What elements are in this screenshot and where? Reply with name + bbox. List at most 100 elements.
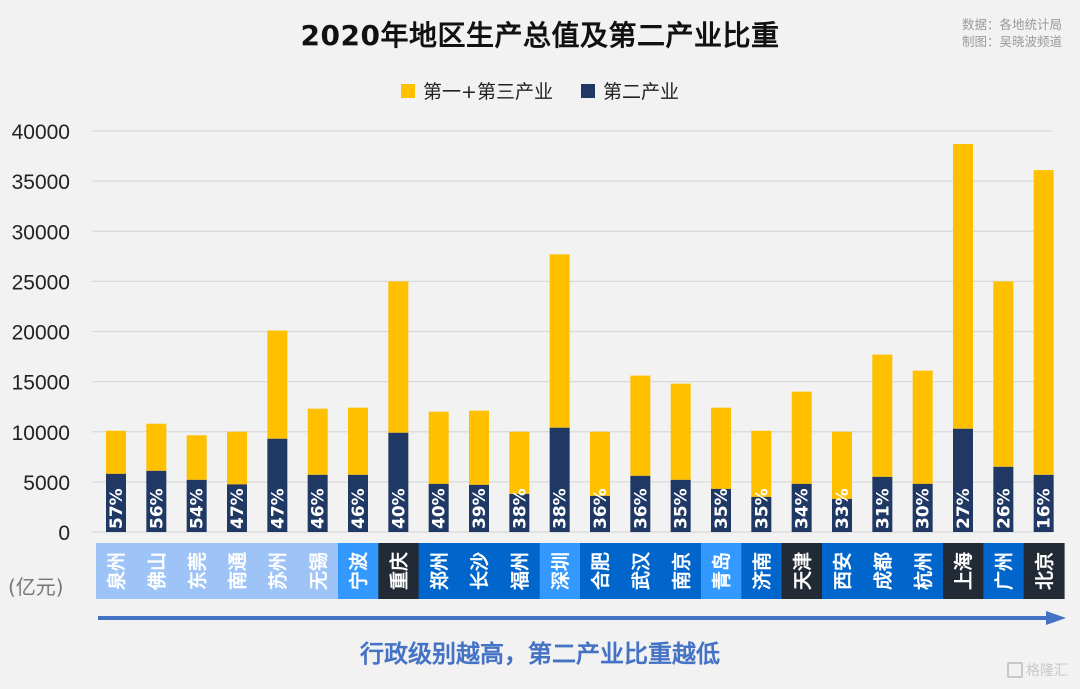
data-label-percent: 34% xyxy=(793,488,813,529)
x-category-label: 合肥 xyxy=(589,552,612,590)
bar-secondary xyxy=(106,473,126,532)
category-tier-box xyxy=(136,543,178,599)
data-label-percent: 40% xyxy=(389,488,409,529)
bar-primary-tertiary xyxy=(953,144,973,429)
bar-primary-tertiary xyxy=(791,391,812,484)
category-tier-box xyxy=(459,543,500,599)
x-category-label: 杭州 xyxy=(912,552,935,590)
data-label-percent: 39% xyxy=(470,488,490,529)
chart-title: 2020年地区生产总值及第二产业比重 xyxy=(300,19,780,52)
data-label-percent: 47% xyxy=(268,488,288,529)
x-category-label: 佛山 xyxy=(146,552,169,591)
bar-primary-tertiary xyxy=(912,370,933,484)
y-tick-label: 25000 xyxy=(12,271,70,294)
bar-secondary xyxy=(146,470,167,532)
legend-item-primary-tertiary: 第一+第三产业 xyxy=(401,77,553,104)
bar-secondary xyxy=(267,438,288,532)
data-label-percent: 16% xyxy=(1035,488,1055,529)
bar-primary-tertiary xyxy=(307,408,328,475)
watermark-logo-icon xyxy=(1007,662,1023,678)
bar-secondary xyxy=(630,475,651,532)
data-label-percent: 35% xyxy=(752,488,772,529)
x-category-label: 南京 xyxy=(670,552,693,590)
bar-secondary xyxy=(670,479,691,532)
bar-primary-tertiary xyxy=(590,431,610,496)
x-category-label: 苏州 xyxy=(267,552,290,590)
bar-primary-tertiary xyxy=(106,430,126,474)
legend-swatch-navy xyxy=(580,83,595,98)
category-tier-box xyxy=(862,543,904,599)
y-axis-unit: (亿元) xyxy=(8,575,64,599)
bar-primary-tertiary xyxy=(267,330,288,439)
bar-primary-tertiary xyxy=(509,431,530,494)
bar-primary-tertiary xyxy=(711,407,731,489)
category-tier-box xyxy=(499,543,541,599)
bar-primary-tertiary xyxy=(428,411,449,484)
bar-primary-tertiary xyxy=(993,281,1014,467)
category-tier-box xyxy=(660,543,702,599)
bar-secondary xyxy=(509,493,530,532)
x-category-label: 无锡 xyxy=(307,552,330,590)
category-tier-box xyxy=(257,543,299,599)
bar-secondary xyxy=(953,428,973,532)
bar-secondary xyxy=(227,484,247,532)
direction-arrow-head-icon xyxy=(1046,611,1066,625)
category-tier-box xyxy=(580,543,621,599)
conclusion-text: 行政级别越高，第二产业比重越低 xyxy=(360,640,720,668)
bar-secondary xyxy=(912,483,933,532)
x-category-label: 南通 xyxy=(227,551,249,590)
data-label-percent: 47% xyxy=(228,488,248,529)
data-label-percent: 36% xyxy=(631,488,651,529)
data-label-percent: 31% xyxy=(873,488,893,529)
source-data-line: 数据：各地统计局 xyxy=(961,17,1062,32)
bar-primary-tertiary xyxy=(388,281,409,433)
category-tier-box xyxy=(217,543,258,599)
category-tier-box xyxy=(418,543,460,599)
watermark: 格隆汇 xyxy=(1007,660,1068,680)
y-tick-label: 15000 xyxy=(12,372,70,395)
bar-secondary xyxy=(993,466,1014,532)
y-tick-label: 10000 xyxy=(12,422,70,445)
data-label-percent: 46% xyxy=(349,488,369,529)
category-tier-box xyxy=(741,543,783,599)
category-tier-box xyxy=(983,543,1025,599)
x-category-label: 东莞 xyxy=(186,552,209,590)
bar-secondary xyxy=(832,498,852,532)
data-label-percent: 35% xyxy=(712,488,732,529)
data-label-percent: 38% xyxy=(510,488,530,529)
x-category-label: 泉州 xyxy=(105,552,128,591)
x-category-label: 宁波 xyxy=(347,551,370,590)
category-tier-box xyxy=(822,543,863,599)
y-tick-label: 20000 xyxy=(12,322,70,345)
category-tier-box xyxy=(781,543,823,599)
legend-item-secondary: 第二产业 xyxy=(580,77,679,104)
bar-secondary xyxy=(791,483,812,532)
data-label-percent: 35% xyxy=(672,488,692,529)
bar-primary-tertiary xyxy=(1033,170,1054,475)
data-label-percent: 27% xyxy=(954,488,974,529)
bar-secondary xyxy=(751,496,772,532)
category-tier-box xyxy=(943,543,984,599)
watermark-text: 格隆汇 xyxy=(1026,663,1068,679)
category-tier-box xyxy=(701,543,742,599)
bar-primary-tertiary xyxy=(227,431,247,485)
y-tick-label: 35000 xyxy=(12,171,70,194)
x-category-label: 郑州 xyxy=(429,552,451,590)
category-tier-box xyxy=(620,543,662,599)
data-label-percent: 54% xyxy=(188,488,208,529)
y-tick-label: 40000 xyxy=(12,121,70,144)
y-tick-label: 5000 xyxy=(23,472,70,495)
legend-label: 第一+第三产业 xyxy=(423,81,553,103)
x-category-label: 上海 xyxy=(952,552,975,590)
bar-primary-tertiary xyxy=(630,375,651,476)
x-category-label: 长沙 xyxy=(469,552,491,590)
data-label-percent: 38% xyxy=(551,488,571,529)
bar-secondary xyxy=(186,479,207,532)
bar-secondary xyxy=(1033,474,1054,532)
category-tier-box xyxy=(539,543,581,599)
category-tier-box xyxy=(96,543,137,599)
bar-primary-tertiary xyxy=(872,354,893,477)
x-category-label: 深圳 xyxy=(549,552,572,590)
bar-secondary xyxy=(388,432,409,532)
